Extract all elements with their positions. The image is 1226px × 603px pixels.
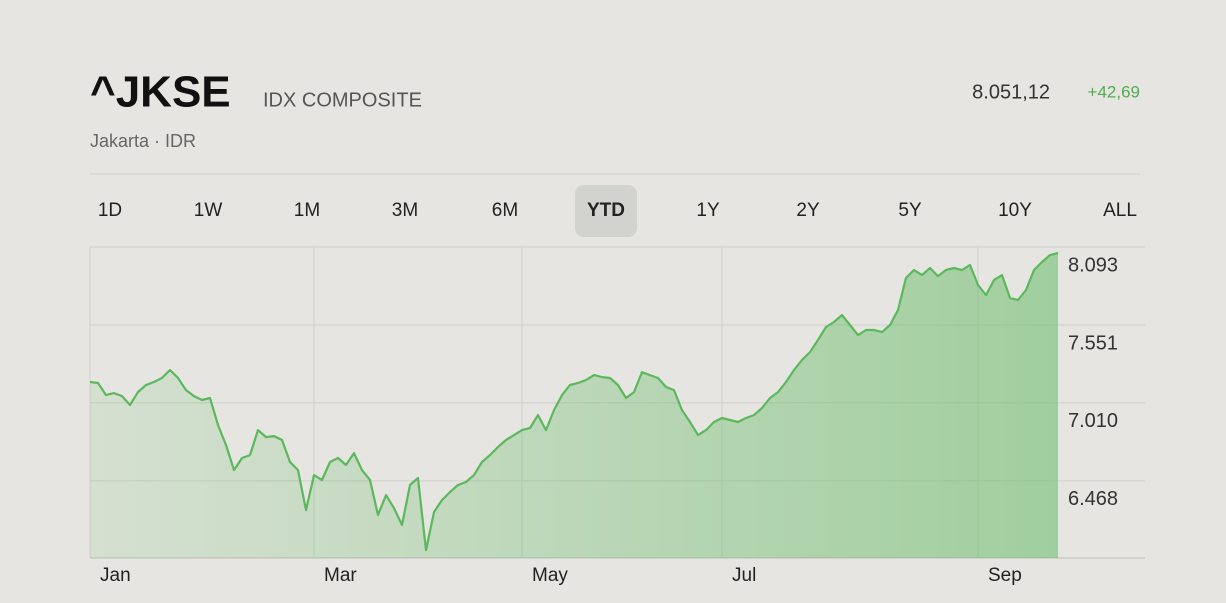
change: +42,69	[1088, 82, 1140, 101]
price: 8.051,12	[972, 81, 1050, 103]
x-tick-label: May	[532, 565, 568, 586]
line	[89, 251, 1059, 552]
range-button[interactable]: ALL	[1103, 200, 1137, 221]
y-tick-label: 8.093	[1068, 254, 1118, 276]
exchange: Jakarta · IDR	[90, 131, 196, 151]
index-name: IDX COMPOSITE	[263, 89, 422, 111]
x-tick-label: Jan	[100, 565, 131, 586]
range-button[interactable]: 3M	[392, 200, 418, 221]
range-button[interactable]: 1Y	[696, 200, 720, 221]
range-button[interactable]: YTD	[587, 200, 625, 221]
symbol: ^JKSE	[90, 68, 231, 117]
range-button[interactable]: 2Y	[796, 200, 820, 221]
x-tick-label: Mar	[324, 565, 357, 586]
y-tick-label: 6.468	[1068, 488, 1118, 510]
range-button[interactable]: 6M	[492, 200, 518, 221]
y-tick-label: 7.551	[1068, 332, 1118, 354]
range-selector: 1D 1W 1M 3M 6M YTD 1Y 2Y 5Y 10Y ALL	[98, 185, 1137, 237]
range-button[interactable]: 1M	[294, 200, 320, 221]
range-button[interactable]: 5Y	[898, 200, 922, 221]
x-tick-label: Jul	[732, 565, 756, 586]
range-button[interactable]: 10Y	[998, 200, 1032, 221]
area	[90, 253, 1058, 558]
range-button[interactable]: 1W	[194, 200, 223, 221]
range-button[interactable]: 1D	[98, 200, 122, 221]
plot: 6.468 7.010 7.551 8.093 Jan Mar May Jul Sep	[89, 246, 1145, 586]
y-tick-label: 7.010	[1068, 410, 1118, 432]
x-tick-label: Sep	[988, 565, 1022, 586]
selected-range-bg	[575, 185, 637, 237]
